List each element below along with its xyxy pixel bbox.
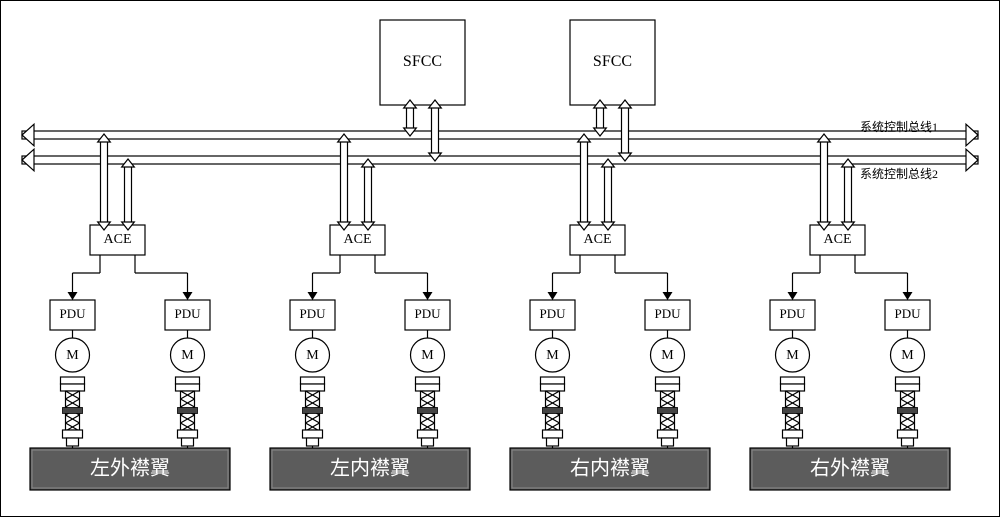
label-text: PDU [299, 306, 326, 321]
label-text: ACE [344, 232, 372, 247]
label-text: M [901, 348, 914, 363]
label-text: SFCC [403, 53, 442, 70]
label-text: PDU [779, 306, 806, 321]
label-text: SFCC [593, 53, 632, 70]
label-text: M [546, 348, 559, 363]
label-text: PDU [414, 306, 441, 321]
label-text: M [786, 348, 799, 363]
label-text: 左内襟翼 [330, 457, 410, 480]
label-text: M [661, 348, 674, 363]
label-text: ACE [104, 232, 132, 247]
label-text: M [421, 348, 434, 363]
label-text: PDU [894, 306, 921, 321]
label-text: PDU [539, 306, 566, 321]
label-text: PDU [174, 306, 201, 321]
label-text: M [181, 348, 194, 363]
label-text: 右外襟翼 [810, 457, 890, 480]
label-text: 系统控制总线2 [860, 167, 938, 181]
label-text: M [66, 348, 79, 363]
label-text: 系统控制总线1 [860, 120, 938, 134]
label-text: M [306, 348, 319, 363]
label-text: PDU [59, 306, 86, 321]
label-text: ACE [824, 232, 852, 247]
flap-control-system-diagram: 系统控制总线1 系统控制总线2 SFCC SFCC ACE PDU M PDU M 左外襟翼 ACE… [0, 0, 1000, 517]
label-text: 右内襟翼 [570, 457, 650, 480]
label-text: 左外襟翼 [90, 457, 170, 480]
label-text: ACE [584, 232, 612, 247]
label-text: PDU [654, 306, 681, 321]
